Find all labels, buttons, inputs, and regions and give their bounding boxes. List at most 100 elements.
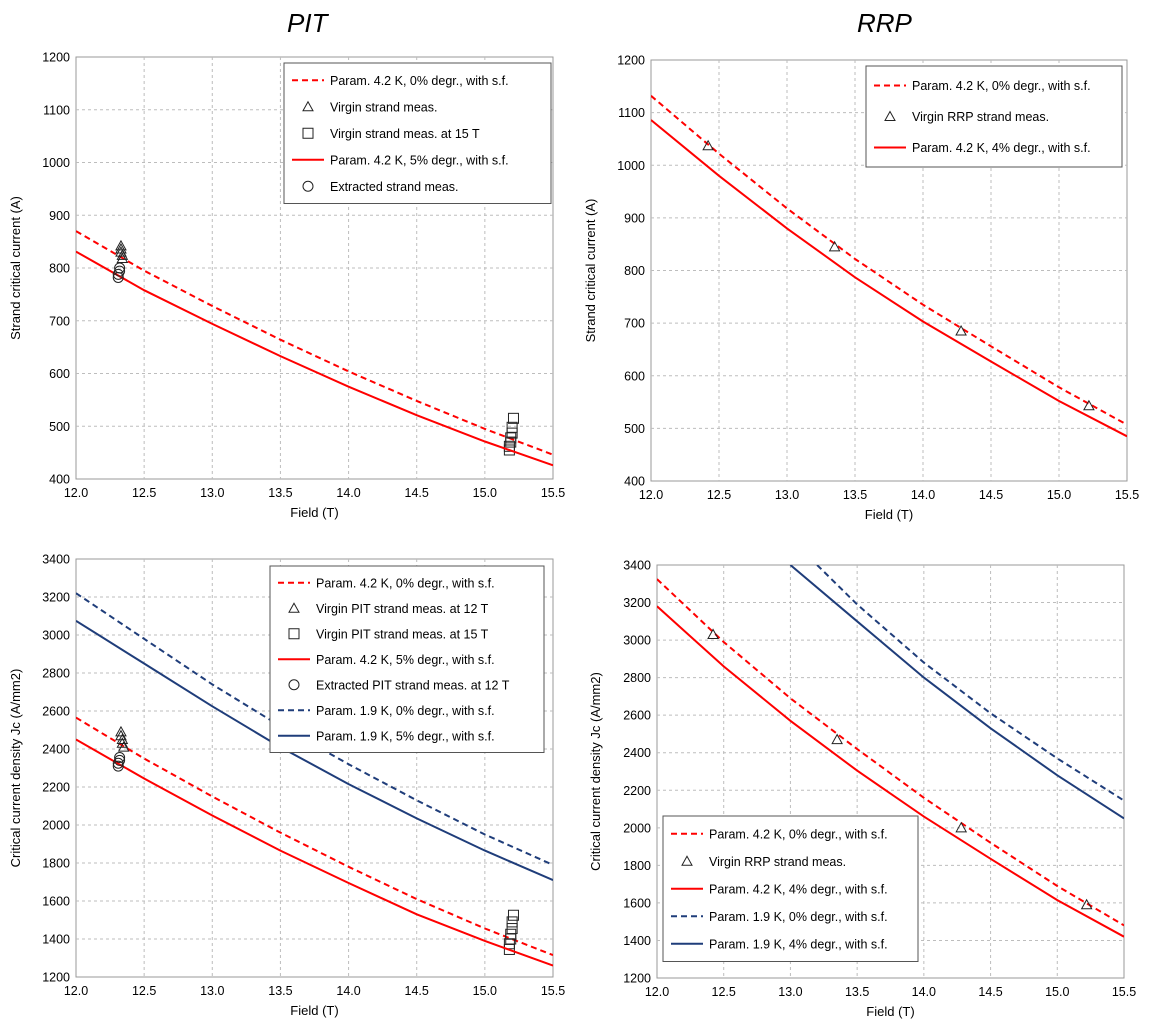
series-line-1 [76, 230, 553, 456]
data-point [831, 733, 843, 745]
legend-box [283, 62, 552, 204]
y-tick-label: 3000 [623, 634, 651, 648]
legend-box [662, 815, 919, 962]
y-tick-label: 700 [49, 314, 70, 328]
x-tick-label: 14.0 [336, 486, 360, 500]
legend-marker [288, 628, 300, 640]
legend-label: Param. 4.2 K, 5% degr., with s.f. [316, 653, 495, 667]
x-tick-label: 13.0 [775, 488, 799, 502]
legend-box [269, 565, 545, 753]
legend-label: Param. 1.9 K, 4% degr., with s.f. [709, 937, 888, 951]
data-point [506, 916, 518, 928]
legend-marker [302, 127, 314, 139]
x-axis-label: Field (T) [290, 1003, 338, 1018]
legend-label: Virgin PIT strand meas. at 15 T [316, 627, 489, 641]
legend-label: Param. 1.9 K, 0% degr., with s.f. [316, 704, 495, 718]
chart-3: 12.0 12.5 13.0 13.5 14.0 14.5 15.0 15.5 1200 1400… [8, 553, 565, 1019]
y-tick-label: 3000 [42, 629, 70, 643]
x-tick-label: 15.5 [541, 486, 565, 500]
y-tick-label: 1100 [618, 106, 645, 120]
x-axis-label: Field (T) [866, 1004, 914, 1019]
legend-label: Virgin RRP strand meas. [709, 855, 846, 869]
y-tick-label: 3200 [623, 596, 651, 610]
data-point [702, 139, 714, 151]
y-tick-label: 600 [624, 369, 645, 383]
x-axis-label: Field (T) [865, 507, 913, 522]
legend-label: Param. 4.2 K, 4% degr., with s.f. [912, 141, 1091, 155]
x-tick-label: 13.5 [845, 985, 869, 999]
legend-label: Virgin strand meas. at 15 T [330, 127, 480, 141]
y-tick-label: 2000 [623, 821, 651, 835]
rrp-header: RRP [857, 8, 912, 38]
y-tick-label: 1400 [42, 933, 70, 947]
series-line-4 [76, 250, 553, 467]
data-point [112, 760, 124, 772]
legend-label: Extracted strand meas. [330, 180, 459, 194]
data-point [116, 737, 129, 748]
y-tick-label: 1200 [623, 972, 651, 986]
y-tick-label: 900 [624, 211, 645, 225]
data-point [114, 752, 126, 764]
y-tick-label: 1800 [623, 859, 651, 873]
y-tick-label: 2600 [623, 709, 651, 723]
y-tick-label: 2000 [42, 819, 70, 833]
x-tick-label: 12.0 [64, 984, 88, 998]
series-group [651, 95, 1127, 438]
y-tick-label: 2600 [42, 705, 70, 719]
y-tick-label: 1000 [42, 156, 70, 170]
y-axis-label: Strand critical current (A) [8, 196, 23, 340]
y-tick-label: 900 [49, 209, 70, 223]
x-tick-label: 14.5 [405, 486, 429, 500]
y-tick-label: 800 [624, 264, 645, 278]
x-tick-label: 14.0 [911, 488, 935, 502]
data-point [114, 265, 126, 277]
x-tick-label: 15.0 [1047, 488, 1071, 502]
legend-label: Param. 1.9 K, 5% degr., with s.f. [316, 729, 495, 743]
legend-box [865, 65, 1123, 168]
y-tick-label: 1200 [617, 54, 645, 68]
series-line-7 [76, 619, 553, 882]
legend-marker [681, 855, 693, 866]
y-tick-label: 600 [49, 367, 70, 381]
data-point [505, 928, 517, 940]
legend-label: Extracted PIT strand meas. at 12 T [316, 678, 510, 692]
series-line-3 [657, 605, 1124, 938]
data-point [506, 421, 518, 433]
x-tick-label: 13.5 [268, 984, 292, 998]
x-tick-label: 12.0 [645, 985, 669, 999]
x-tick-label: 15.0 [473, 486, 497, 500]
data-point [116, 252, 129, 264]
legend-label: Param. 4.2 K, 0% degr., with s.f. [912, 79, 1091, 93]
legend-label: Param. 1.9 K, 0% degr., with s.f. [709, 910, 888, 924]
y-tick-label: 2800 [623, 671, 651, 685]
y-tick-label: 1000 [617, 159, 645, 173]
y-tick-label: 3200 [42, 591, 70, 605]
legend-marker [288, 679, 300, 691]
data-point [506, 427, 518, 439]
x-tick-label: 14.5 [405, 984, 429, 998]
x-tick-label: 12.5 [132, 486, 156, 500]
data-point [707, 628, 719, 639]
y-tick-label: 800 [49, 262, 70, 276]
data-point [507, 909, 519, 921]
series-line-1 [76, 716, 553, 957]
legend-marker [288, 602, 300, 613]
y-tick-label: 1200 [42, 51, 70, 65]
y-tick-label: 400 [624, 475, 645, 489]
y-tick-label: 1200 [42, 971, 70, 985]
data-point [828, 240, 841, 252]
y-tick-label: 400 [49, 473, 70, 487]
legend-label: Virgin RRP strand meas. [912, 110, 1049, 124]
y-axis-label: Critical current density Jc (A/mm2) [588, 672, 603, 871]
x-tick-label: 13.0 [200, 486, 224, 500]
x-tick-label: 15.0 [473, 984, 497, 998]
x-tick-label: 15.0 [1045, 985, 1069, 999]
y-tick-label: 1600 [623, 896, 651, 910]
data-point [1083, 399, 1095, 411]
data-point [116, 733, 129, 744]
chart-1: 12.0 12.5 13.0 13.5 14.0 14.5 15.0 15.5 400 500 60… [8, 51, 565, 521]
x-tick-label: 12.0 [64, 486, 88, 500]
x-tick-label: 12.5 [132, 984, 156, 998]
series-line-3 [651, 119, 1127, 438]
x-axis-label: Field (T) [290, 505, 338, 520]
